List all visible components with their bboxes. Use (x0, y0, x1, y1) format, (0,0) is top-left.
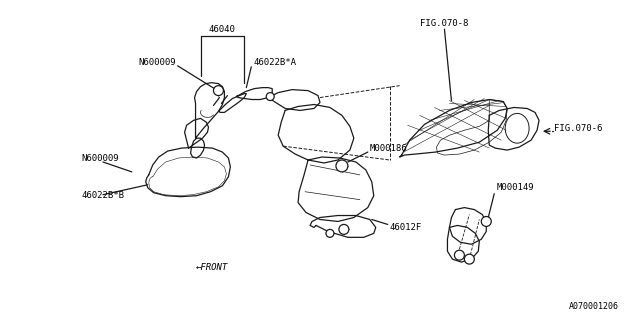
Circle shape (454, 250, 465, 260)
Text: 46040: 46040 (209, 25, 236, 34)
Text: N600009: N600009 (81, 154, 118, 163)
Circle shape (336, 160, 348, 172)
Text: M000186: M000186 (370, 144, 408, 153)
Text: 46022B*B: 46022B*B (81, 191, 124, 200)
Circle shape (326, 229, 334, 237)
Text: 46022B*A: 46022B*A (253, 58, 296, 67)
Text: M000149: M000149 (496, 183, 534, 192)
Text: FIG.070-6: FIG.070-6 (554, 124, 602, 133)
Text: N600009: N600009 (138, 58, 175, 67)
Circle shape (266, 92, 274, 100)
Circle shape (339, 224, 349, 234)
Text: A070001206: A070001206 (569, 302, 619, 311)
Text: 46012F: 46012F (390, 223, 422, 232)
Circle shape (214, 86, 223, 96)
Circle shape (465, 254, 474, 264)
Text: FIG.070-8: FIG.070-8 (420, 19, 468, 28)
Circle shape (481, 217, 492, 227)
Text: ←FRONT: ←FRONT (196, 263, 228, 272)
